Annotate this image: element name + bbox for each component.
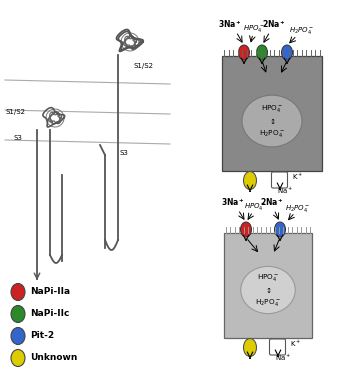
Text: HPO$_4^-$
$\updownarrow$
H$_2$PO$_4^-$: HPO$_4^-$ $\updownarrow$ H$_2$PO$_4^-$ (255, 272, 281, 309)
Text: $HPO_4^-$: $HPO_4^-$ (243, 22, 265, 33)
Ellipse shape (243, 338, 256, 357)
Ellipse shape (11, 327, 25, 345)
Text: $HPO_4^-$: $HPO_4^-$ (244, 200, 266, 211)
Text: $\mathbf{2Na^+}$: $\mathbf{2Na^+}$ (260, 196, 284, 207)
Text: $\mathbf{3Na^+}$: $\mathbf{3Na^+}$ (221, 196, 245, 207)
Ellipse shape (241, 266, 295, 314)
Ellipse shape (275, 222, 285, 237)
Text: K$^+$: K$^+$ (290, 338, 301, 349)
Ellipse shape (11, 305, 25, 323)
Ellipse shape (241, 222, 252, 237)
Text: $\mathbf{2Na^+}$: $\mathbf{2Na^+}$ (262, 18, 286, 30)
Text: S1/S2: S1/S2 (5, 109, 25, 115)
Ellipse shape (238, 45, 250, 60)
Text: S3: S3 (120, 150, 129, 156)
Text: S1/S2: S1/S2 (133, 63, 153, 69)
Ellipse shape (11, 283, 25, 301)
Text: $H_2PO_4^-$: $H_2PO_4^-$ (289, 25, 314, 36)
Text: $\mathbf{3Na^+}$: $\mathbf{3Na^+}$ (218, 18, 242, 30)
Text: Pit-2: Pit-2 (30, 332, 54, 340)
Text: NaPi-IIa: NaPi-IIa (30, 288, 70, 296)
Ellipse shape (243, 172, 256, 190)
Ellipse shape (11, 349, 25, 366)
Bar (224, 232, 312, 338)
Text: $H_2PO_4^-$: $H_2PO_4^-$ (285, 202, 311, 213)
Text: S3: S3 (14, 135, 23, 141)
Ellipse shape (281, 45, 293, 60)
FancyBboxPatch shape (271, 172, 288, 188)
Text: Unknown: Unknown (30, 354, 78, 362)
Text: Na$^+$: Na$^+$ (277, 185, 293, 196)
Text: HPO$_4^-$
$\updownarrow$
H$_2$PO$_4^-$: HPO$_4^-$ $\updownarrow$ H$_2$PO$_4^-$ (259, 103, 285, 139)
Text: K$^+$: K$^+$ (292, 171, 303, 182)
Bar (222, 55, 322, 171)
Text: Na$^+$: Na$^+$ (275, 352, 291, 363)
FancyBboxPatch shape (270, 339, 285, 355)
Text: NaPi-IIc: NaPi-IIc (30, 310, 69, 318)
Ellipse shape (242, 95, 302, 147)
Ellipse shape (256, 45, 267, 60)
